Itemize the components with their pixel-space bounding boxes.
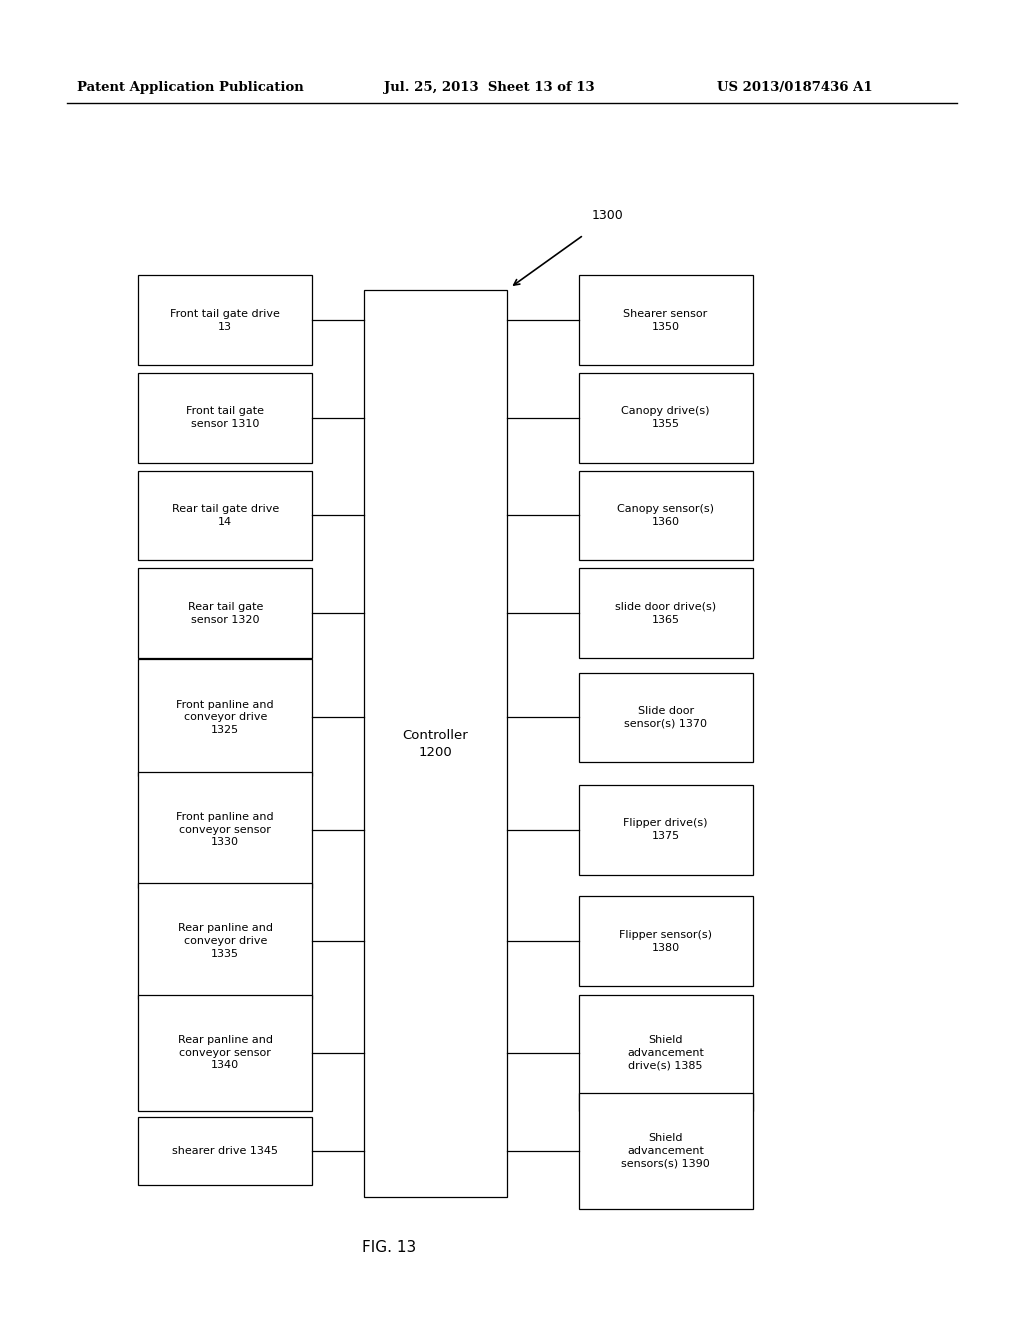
Text: slide door drive(s)
1365: slide door drive(s) 1365	[615, 602, 716, 624]
Text: US 2013/0187436 A1: US 2013/0187436 A1	[717, 82, 872, 94]
Bar	[579, 672, 753, 763]
Bar	[579, 1093, 753, 1209]
Bar	[138, 995, 312, 1110]
Text: Rear tail gate drive
14: Rear tail gate drive 14	[172, 504, 279, 527]
Text: Flipper drive(s)
1375: Flipper drive(s) 1375	[624, 818, 708, 841]
Text: Rear panline and
conveyor sensor
1340: Rear panline and conveyor sensor 1340	[178, 1035, 272, 1071]
Text: Controller
1200: Controller 1200	[402, 729, 468, 759]
Text: Rear tail gate
sensor 1320: Rear tail gate sensor 1320	[187, 602, 263, 624]
Bar	[138, 276, 312, 366]
Text: 1300: 1300	[592, 209, 624, 222]
Bar	[138, 659, 312, 776]
Bar	[138, 883, 312, 999]
Text: Rear panline and
conveyor drive
1335: Rear panline and conveyor drive 1335	[178, 924, 272, 958]
Text: Shield
advancement
drive(s) 1385: Shield advancement drive(s) 1385	[627, 1035, 705, 1071]
Bar	[579, 372, 753, 463]
Text: Front tail gate drive
13: Front tail gate drive 13	[170, 309, 281, 331]
Text: shearer drive 1345: shearer drive 1345	[172, 1146, 279, 1156]
Text: Front panline and
conveyor drive
1325: Front panline and conveyor drive 1325	[176, 700, 274, 735]
Bar	[579, 995, 753, 1110]
Bar	[138, 372, 312, 463]
Bar	[579, 784, 753, 874]
Text: Front tail gate
sensor 1310: Front tail gate sensor 1310	[186, 407, 264, 429]
Text: FIG. 13: FIG. 13	[362, 1239, 416, 1255]
Text: Flipper sensor(s)
1380: Flipper sensor(s) 1380	[620, 929, 712, 953]
Text: Jul. 25, 2013  Sheet 13 of 13: Jul. 25, 2013 Sheet 13 of 13	[384, 82, 595, 94]
Text: Shield
advancement
sensors(s) 1390: Shield advancement sensors(s) 1390	[622, 1134, 710, 1168]
Bar	[138, 470, 312, 560]
Bar	[138, 568, 312, 659]
Bar	[579, 470, 753, 560]
Bar	[579, 568, 753, 659]
Text: Slide door
sensor(s) 1370: Slide door sensor(s) 1370	[624, 706, 708, 729]
Bar	[138, 771, 312, 887]
Bar	[364, 290, 507, 1197]
Bar	[579, 276, 753, 366]
Text: Canopy drive(s)
1355: Canopy drive(s) 1355	[622, 407, 710, 429]
Bar	[579, 896, 753, 986]
Text: Canopy sensor(s)
1360: Canopy sensor(s) 1360	[617, 504, 714, 527]
Text: Shearer sensor
1350: Shearer sensor 1350	[624, 309, 708, 331]
Text: Front panline and
conveyor sensor
1330: Front panline and conveyor sensor 1330	[176, 812, 274, 847]
Text: Patent Application Publication: Patent Application Publication	[77, 82, 303, 94]
Bar	[138, 1117, 312, 1185]
